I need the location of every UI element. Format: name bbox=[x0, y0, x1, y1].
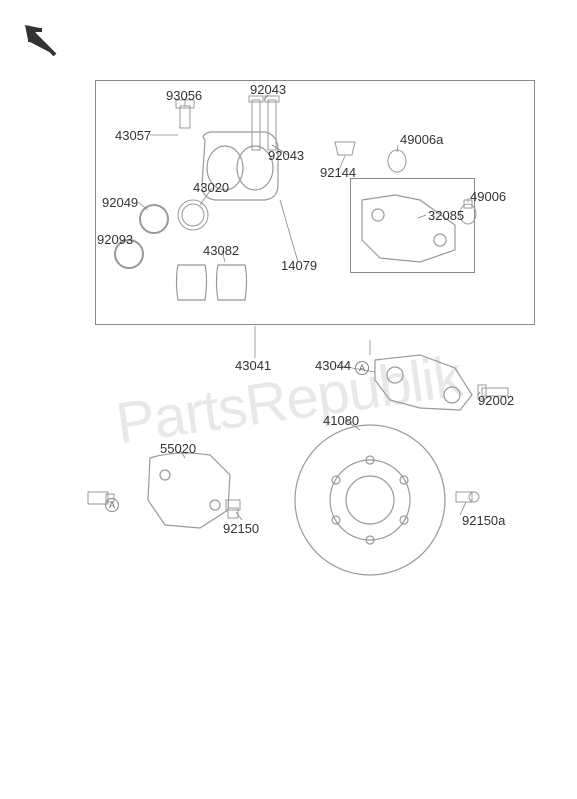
label-43057: 43057 bbox=[115, 128, 151, 143]
label-49006a: 49006a bbox=[400, 132, 443, 147]
label-92043a: 92043 bbox=[250, 82, 286, 97]
label-43044: 43044 bbox=[315, 358, 351, 373]
marker-a-1: A bbox=[105, 498, 119, 512]
marker-a-2: A bbox=[355, 361, 369, 375]
label-43082: 43082 bbox=[203, 243, 239, 258]
label-32085: 32085 bbox=[428, 208, 464, 223]
label-92150: 92150 bbox=[223, 521, 259, 536]
label-14079: 14079 bbox=[281, 258, 317, 273]
label-93056: 93056 bbox=[166, 88, 202, 103]
label-92093: 92093 bbox=[97, 232, 133, 247]
label-92144: 92144 bbox=[320, 165, 356, 180]
label-43020: 43020 bbox=[193, 180, 229, 195]
label-92043b: 92043 bbox=[268, 148, 304, 163]
label-92049: 92049 bbox=[102, 195, 138, 210]
label-92150a: 92150a bbox=[462, 513, 505, 528]
label-55020: 55020 bbox=[160, 441, 196, 456]
label-43041: 43041 bbox=[235, 358, 271, 373]
parts-diagram: A A 93056 92043 43057 92043 49006a 92144… bbox=[0, 0, 577, 799]
label-41080: 41080 bbox=[323, 413, 359, 428]
label-49006: 49006 bbox=[470, 189, 506, 204]
label-92002: 92002 bbox=[478, 393, 514, 408]
